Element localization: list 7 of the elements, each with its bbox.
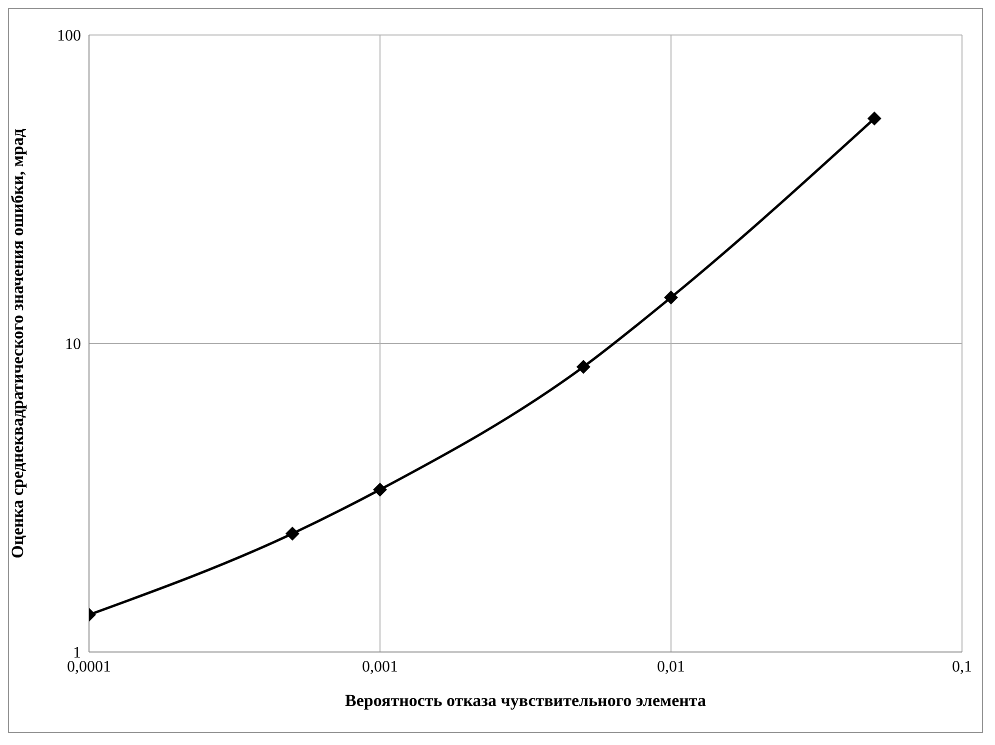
y-tick-label: 10	[65, 336, 81, 354]
x-tick-label: 0,01	[657, 658, 685, 676]
y-tick-label: 100	[57, 28, 81, 45]
x-tick-label: 0,1	[952, 658, 972, 676]
x-axis-title: Вероятность отказа чувствительного элемента	[345, 691, 706, 710]
y-axis-title: Оценка среднеквадратического значения ошибки, мрад	[8, 128, 28, 558]
x-tick-label: 0,001	[362, 658, 398, 676]
